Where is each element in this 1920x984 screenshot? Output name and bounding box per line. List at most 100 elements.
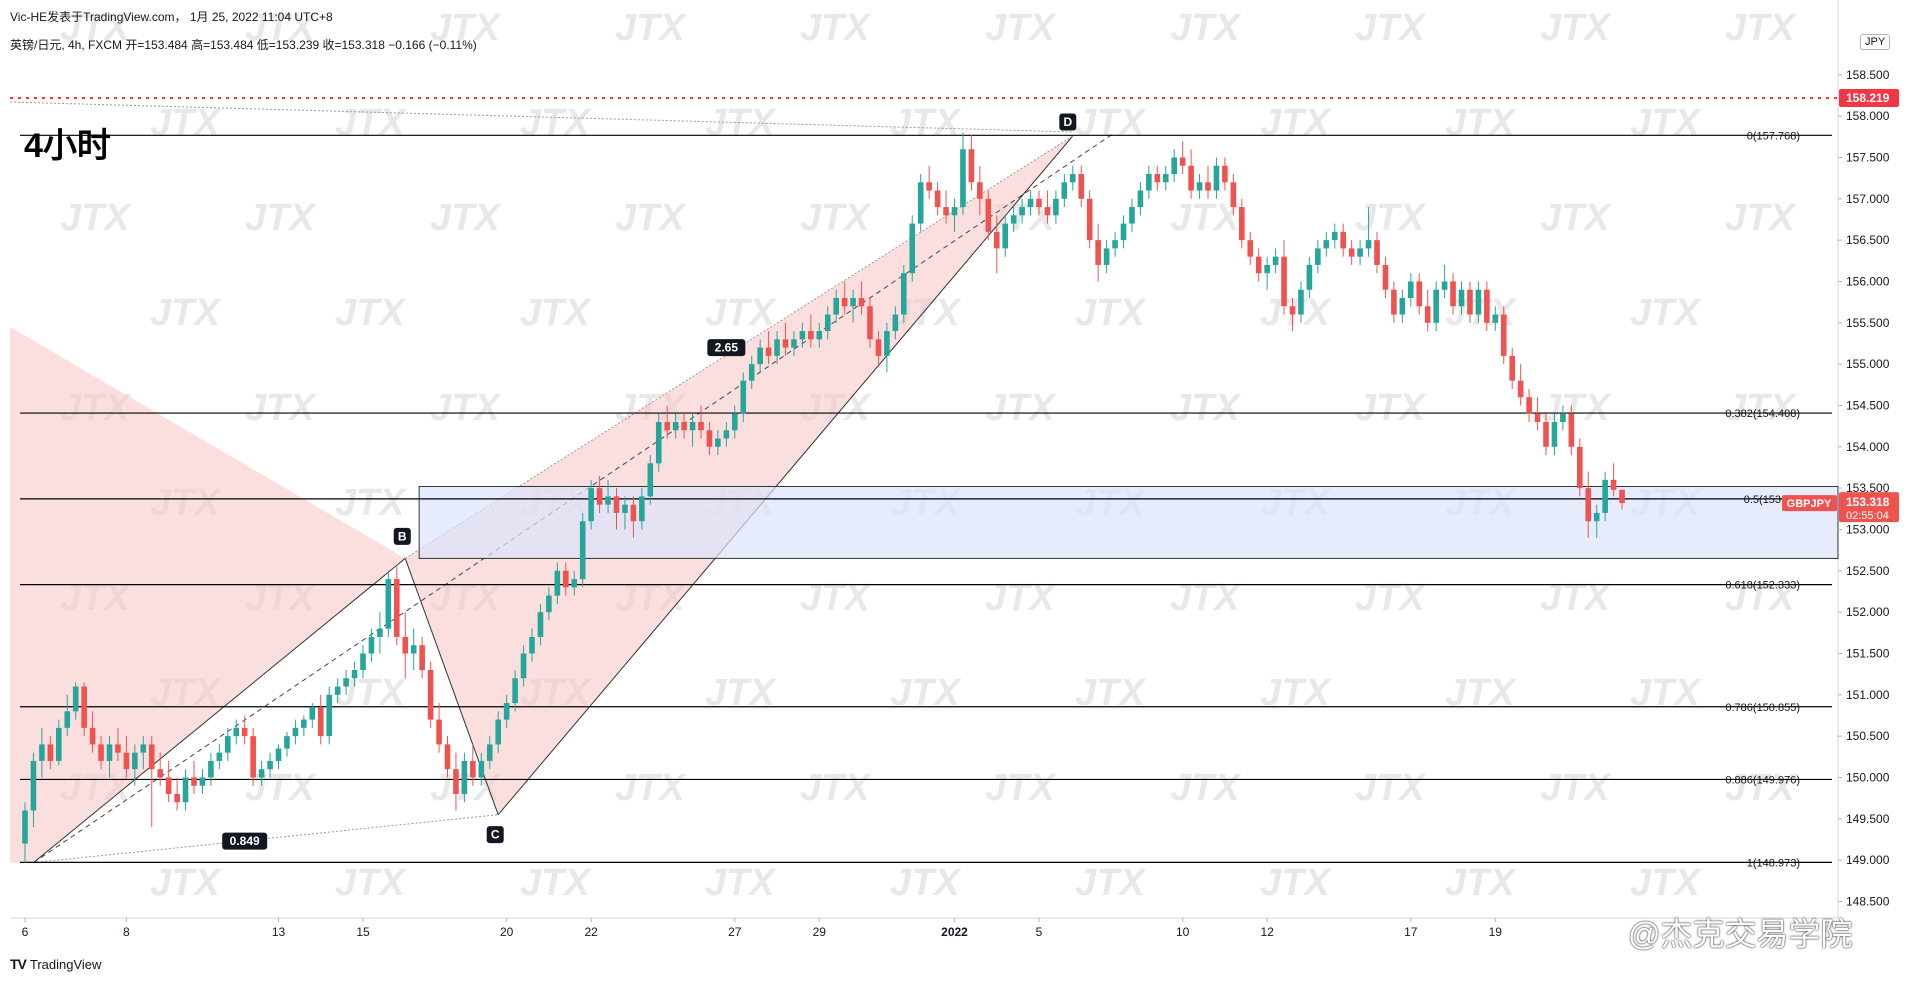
jtx-watermark: JTX	[1630, 102, 1702, 144]
candle-body	[664, 422, 670, 431]
fib-level-label: 0.382(154.408)	[1725, 408, 1800, 420]
candle-body	[537, 612, 544, 637]
candle	[554, 562, 561, 604]
publish-info: Vic-HE发表于TradingView.com， 1月 25, 2022 11…	[10, 10, 333, 24]
jtx-watermark: JTX	[615, 767, 687, 809]
tradingview-logo[interactable]: TV TradingView	[10, 956, 101, 972]
candle	[157, 752, 163, 786]
candle-body	[1509, 355, 1515, 381]
symbol-tag: GBPJPY	[1787, 498, 1832, 510]
candle-body	[951, 207, 958, 216]
candle	[858, 281, 865, 315]
candle-body	[529, 636, 535, 654]
ratio-label-bg	[707, 339, 746, 357]
price-tick-label: 149.500	[1846, 812, 1890, 826]
candle-body	[960, 149, 966, 208]
candle-body	[1408, 281, 1414, 298]
candle-body	[1610, 479, 1617, 490]
candle-body	[563, 570, 569, 588]
candle	[588, 479, 594, 530]
candle-body	[478, 760, 485, 778]
candle	[317, 694, 324, 745]
symbol-ohlc-legend: 英镑/日元, 4h, FXCM 开=153.484 高=153.484 低=15…	[10, 38, 477, 52]
time-tick-label: 8	[123, 925, 130, 939]
candle-body	[47, 744, 54, 761]
jtx-watermark: JTX	[1445, 862, 1517, 904]
candle	[1408, 273, 1414, 307]
price-tick-label: 156.000	[1846, 274, 1890, 288]
candle	[1070, 165, 1076, 191]
candle-body	[89, 727, 96, 745]
candle	[934, 182, 941, 216]
currency-badge[interactable]: JPY	[1860, 34, 1891, 50]
candle-body	[622, 504, 628, 513]
jtx-watermark: JTX	[1540, 387, 1612, 429]
candle	[867, 298, 873, 348]
candle-body	[343, 678, 349, 687]
candle-body	[1365, 240, 1372, 249]
jtx-watermark: JTX	[890, 862, 962, 904]
candle	[47, 736, 54, 770]
candle	[1543, 413, 1549, 456]
price-tick-label: 148.500	[1846, 894, 1890, 908]
candle	[647, 455, 654, 505]
jtx-watermark: JTX	[800, 7, 872, 49]
candle-body	[867, 306, 873, 340]
jtx-watermark: JTX	[1355, 7, 1427, 49]
jtx-watermark: JTX	[1630, 292, 1702, 334]
candle	[1593, 504, 1600, 538]
candle	[22, 802, 28, 863]
jtx-watermark: JTX	[1725, 197, 1797, 239]
candle	[1103, 240, 1110, 274]
candle-body	[1517, 380, 1524, 398]
candle-body	[377, 628, 383, 637]
candle	[1053, 190, 1059, 224]
time-tick-label: 2022	[941, 925, 968, 939]
candle-body	[1340, 231, 1346, 249]
candle-body	[1543, 422, 1549, 447]
candle	[56, 719, 62, 766]
candle-body	[630, 504, 637, 522]
candle-body	[901, 273, 907, 315]
price-tick-label: 152.500	[1846, 564, 1890, 578]
jtx-watermark: JTX	[1355, 577, 1427, 619]
candle	[1188, 149, 1194, 199]
candle-body	[394, 579, 400, 637]
candle-body	[1222, 165, 1228, 183]
jtx-watermark: JTX	[245, 197, 317, 239]
candle-body	[926, 182, 932, 191]
candle-body	[1171, 157, 1177, 174]
candle	[1492, 306, 1499, 332]
candle-body	[402, 636, 409, 654]
candle	[1230, 174, 1237, 216]
candle-body	[639, 496, 645, 522]
candle-body	[1196, 182, 1203, 191]
candle-body	[334, 686, 341, 695]
candle	[1205, 165, 1211, 199]
price-tick-label: 157.500	[1846, 150, 1890, 164]
candle	[1619, 489, 1625, 510]
candle	[1061, 174, 1068, 208]
candle-body	[943, 207, 949, 216]
jtx-watermark: JTX	[520, 292, 592, 334]
candle	[258, 760, 265, 786]
candle-body	[1010, 215, 1017, 224]
candle-body	[1323, 240, 1330, 249]
candle-body	[292, 727, 299, 737]
candle	[732, 405, 738, 439]
candle-body	[1585, 488, 1592, 522]
jtx-watermark: JTX	[1630, 862, 1702, 904]
fib-level-label: 0.618(152.333)	[1725, 580, 1800, 592]
candle	[1577, 438, 1583, 497]
candle-body	[850, 298, 856, 307]
candle	[292, 719, 299, 745]
candle	[174, 777, 180, 811]
candle	[1044, 190, 1051, 224]
candle	[782, 322, 789, 356]
candle-body	[672, 422, 679, 431]
candle-body	[225, 736, 231, 753]
jtx-watermark: JTX	[1540, 767, 1612, 809]
candle-body	[1255, 256, 1262, 274]
candle	[1340, 223, 1346, 257]
